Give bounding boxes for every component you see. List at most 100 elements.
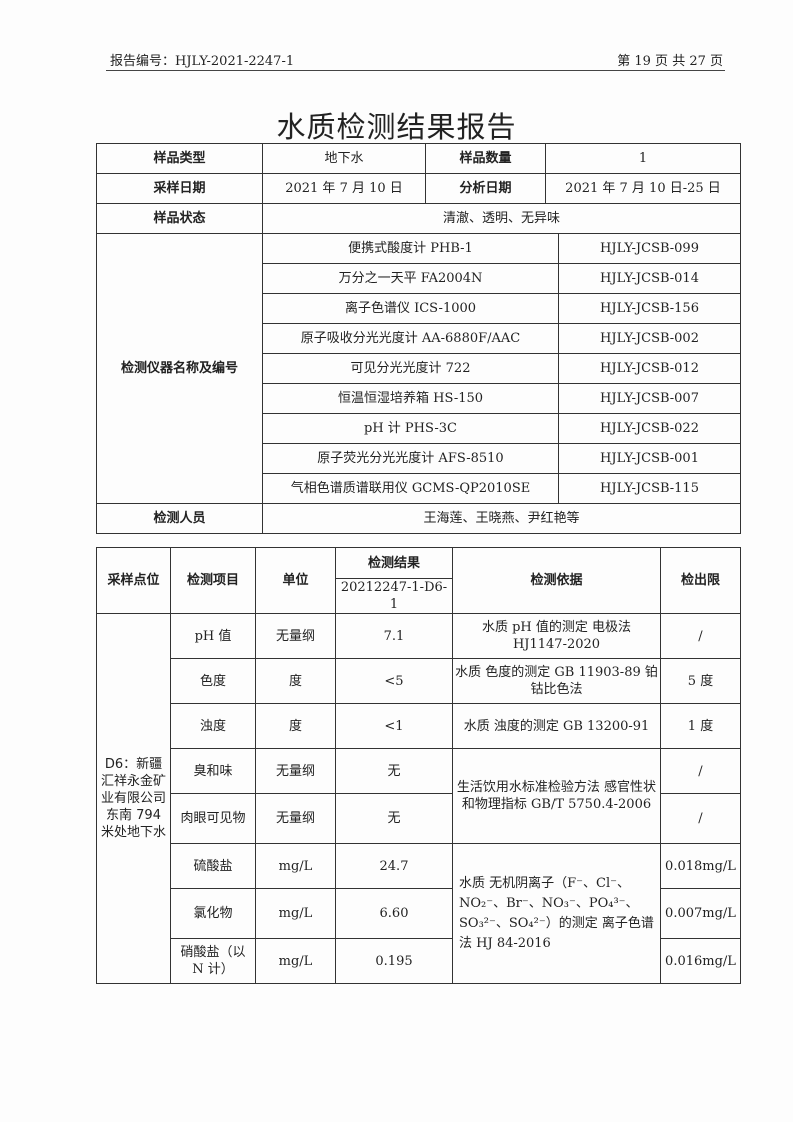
test-item: 硫酸盐 [170, 843, 256, 889]
sample-info-table: 样品类型 地下水 样品数量 1 采样日期 2021 年 7 月 10 日 分析日… [96, 143, 741, 534]
instrument-code: HJLY-JCSB-014 [558, 263, 741, 294]
unit: 度 [255, 658, 336, 704]
sample-type-label: 样品类型 [96, 143, 263, 174]
result-value: 0.195 [335, 938, 453, 984]
result-value: 6.60 [335, 888, 453, 939]
sampling-date: 2021 年 7 月 10 日 [262, 173, 426, 204]
instrument-row: 离子色谱仪 ICS-1000 HJLY-JCSB-156 [97, 293, 741, 324]
result-value: 7.1 [335, 613, 453, 659]
test-basis: 水质 pH 值的测定 电极法 HJ1147-2020 [452, 613, 661, 659]
instruments-label: 检测仪器名称及编号 [96, 233, 263, 504]
result-row: 硝酸盐（以 N 计） mg/L 0.195 0.016mg/L [97, 938, 741, 984]
instrument-name: 离子色谱仪 ICS-1000 [262, 293, 559, 324]
test-item: pH 值 [170, 613, 256, 659]
instrument-code: HJLY-JCSB-007 [558, 383, 741, 414]
test-basis: 水质 色度的测定 GB 11903-89 铂钴比色法 [452, 658, 661, 704]
result-row: 浊度度 <1 水质 浊度的测定 GB 13200-91 1 度 [97, 703, 741, 749]
result-row: 色度度 <5 水质 色度的测定 GB 11903-89 铂钴比色法 5 度 [97, 658, 741, 704]
detection-limit: / [660, 613, 741, 659]
instrument-name: pH 计 PHS-3C [262, 413, 559, 444]
instrument-name: 恒温恒湿培养箱 HS-150 [262, 383, 559, 414]
result-row: D6：新疆汇祥永金矿业有限公司东南 794 米处地下水 pH 值无量纲 7.1 水质 … [96, 613, 741, 984]
test-basis: 生活饮用水标准检验方法 感官性状和物理指标 GB/T 5750.4-2006 [452, 748, 661, 844]
result-row: 臭和味 无量纲无生活饮用水标准检验方法 感官性状和物理指标 GB/T 5750.4… [97, 748, 741, 844]
instrument-row: 恒温恒湿培养箱 HS-150 HJLY-JCSB-007 [97, 383, 741, 414]
sample-count: 1 [545, 143, 741, 174]
instrument-code: HJLY-JCSB-002 [558, 323, 741, 354]
instrument-name: 原子吸收分光光度计 AA-6880F/AAC [262, 323, 559, 354]
sampling-point: D6：新疆汇祥永金矿业有限公司东南 794 米处地下水 [96, 613, 171, 984]
result-value: <1 [335, 703, 453, 749]
instrument-row: pH 计 PHS-3C HJLY-JCSB-022 [97, 413, 741, 444]
header-unit: 单位 [255, 547, 336, 614]
table-row: 检测人员 王海莲、王晓燕、尹红艳等 [96, 503, 741, 534]
result-value: 24.7 [335, 843, 453, 889]
test-item: 色度 [170, 658, 256, 704]
test-basis: 水质 浊度的测定 GB 13200-91 [452, 703, 661, 749]
unit: 度 [255, 703, 336, 749]
instrument-row: 原子荧光分光光度计 AFS-8510 HJLY-JCSB-001 [97, 443, 741, 474]
test-item: 浊度 [170, 703, 256, 749]
table-header-row: 20212247-1-D6-1 [97, 578, 741, 614]
page-number: 第 19 页 共 27 页 [617, 54, 723, 69]
state-label: 样品状态 [96, 203, 263, 234]
header-sample-id: 20212247-1-D6-1 [335, 578, 453, 614]
unit: 无量纲 [255, 748, 336, 794]
detection-limit: 0.007mg/L [660, 888, 741, 939]
unit: mg/L [255, 888, 336, 939]
instrument-code: HJLY-JCSB-156 [558, 293, 741, 324]
header-basis: 检测依据 [452, 547, 661, 614]
personnel: 王海莲、王晓燕、尹红艳等 [262, 503, 741, 534]
instrument-code: HJLY-JCSB-022 [558, 413, 741, 444]
test-item: 肉眼可见物 [170, 793, 256, 844]
test-basis: 水质 无机阴离子（F⁻、Cl⁻、NO₂⁻、Br⁻、NO₃⁻、PO₄³⁻、SO₃²… [452, 843, 661, 984]
sampling-date-label: 采样日期 [96, 173, 263, 204]
sample-count-label: 样品数量 [425, 143, 546, 174]
unit: 无量纲 [255, 793, 336, 844]
detection-limit: / [660, 748, 741, 794]
unit: 无量纲 [255, 613, 336, 659]
detection-limit: 1 度 [660, 703, 741, 749]
instrument-code: HJLY-JCSB-012 [558, 353, 741, 384]
personnel-label: 检测人员 [96, 503, 263, 534]
header-divider [106, 70, 725, 71]
header-limit: 检出限 [660, 547, 741, 614]
detection-limit: 5 度 [660, 658, 741, 704]
unit: mg/L [255, 843, 336, 889]
result-value: <5 [335, 658, 453, 704]
detection-limit: 0.018mg/L [660, 843, 741, 889]
result-value: 无 [335, 748, 453, 794]
instrument-code: HJLY-JCSB-099 [558, 233, 741, 264]
instrument-name: 可见分光光度计 722 [262, 353, 559, 384]
instrument-row: 气相色谱质谱联用仪 GCMS-QP2010SE HJLY-JCSB-115 [97, 473, 741, 504]
instrument-row: 可见分光光度计 722 HJLY-JCSB-012 [97, 353, 741, 384]
instrument-row: 原子吸收分光光度计 AA-6880F/AAC HJLY-JCSB-002 [97, 323, 741, 354]
result-row: 硫酸盐 mg/L 24.7 水质 无机阴离子（F⁻、Cl⁻、NO₂⁻、Br⁻、NO₃⁻… [97, 843, 741, 984]
test-item: 硝酸盐（以 N 计） [170, 938, 256, 984]
result-value: 无 [335, 793, 453, 844]
detection-limit: 0.016mg/L [660, 938, 741, 984]
instrument-name: 便携式酸度计 PHB-1 [262, 233, 559, 264]
instrument-name: 原子荧光分光光度计 AFS-8510 [262, 443, 559, 474]
instrument-row: 检测仪器名称及编号 便携式酸度计 PHB-1 HJLY-JCSB-099 [96, 233, 741, 504]
table-header-row: 采样点位 检测项目 单位 检测结果 检测依据 检出限 [96, 547, 741, 614]
report-number: 报告编号：HJLY-2021-2247-1 [110, 54, 295, 69]
sample-state: 清澈、透明、无异味 [262, 203, 741, 234]
table-row: 样品类型 地下水 样品数量 1 [96, 143, 741, 174]
instrument-code: HJLY-JCSB-115 [558, 473, 741, 504]
table-row: 样品状态 清澈、透明、无异味 [96, 203, 741, 234]
header-item: 检测项目 [170, 547, 256, 614]
sample-type: 地下水 [262, 143, 426, 174]
instrument-row: 万分之一天平 FA2004N HJLY-JCSB-014 [97, 263, 741, 294]
test-item: 臭和味 [170, 748, 256, 794]
page-title: 水质检测结果报告 [276, 110, 517, 144]
analysis-date-label: 分析日期 [425, 173, 546, 204]
header-point: 采样点位 [96, 547, 171, 614]
instrument-name: 气相色谱质谱联用仪 GCMS-QP2010SE [262, 473, 559, 504]
instrument-name: 万分之一天平 FA2004N [262, 263, 559, 294]
analysis-date: 2021 年 7 月 10 日-25 日 [545, 173, 741, 204]
table-row: 采样日期 2021 年 7 月 10 日 分析日期 2021 年 7 月 10 … [96, 173, 741, 204]
header-result: 检测结果 [335, 547, 453, 579]
detection-limit: / [660, 793, 741, 844]
